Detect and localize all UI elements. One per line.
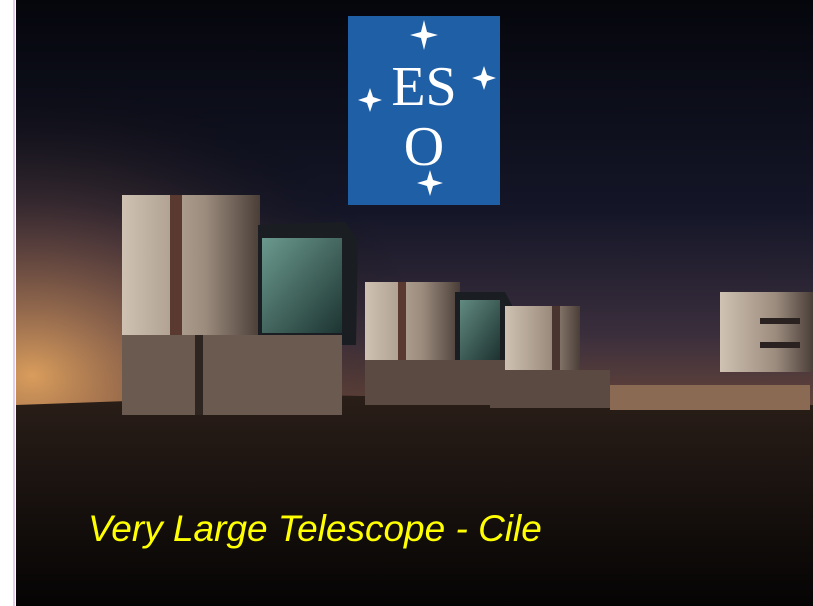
telescope-building: [122, 195, 358, 415]
caption: Very Large Telescope - Cile: [88, 508, 542, 549]
logo-text-bottom: O: [404, 116, 444, 178]
slide: ES O Very Large Telescope - Cile: [0, 0, 813, 606]
ground: [16, 395, 813, 606]
logo-text-top: ES: [391, 56, 456, 118]
telescope-building: [365, 282, 512, 405]
page: ES O Very Large Telescope - Cile (() => …: [0, 0, 813, 606]
eso-logo: ES O: [348, 16, 500, 205]
